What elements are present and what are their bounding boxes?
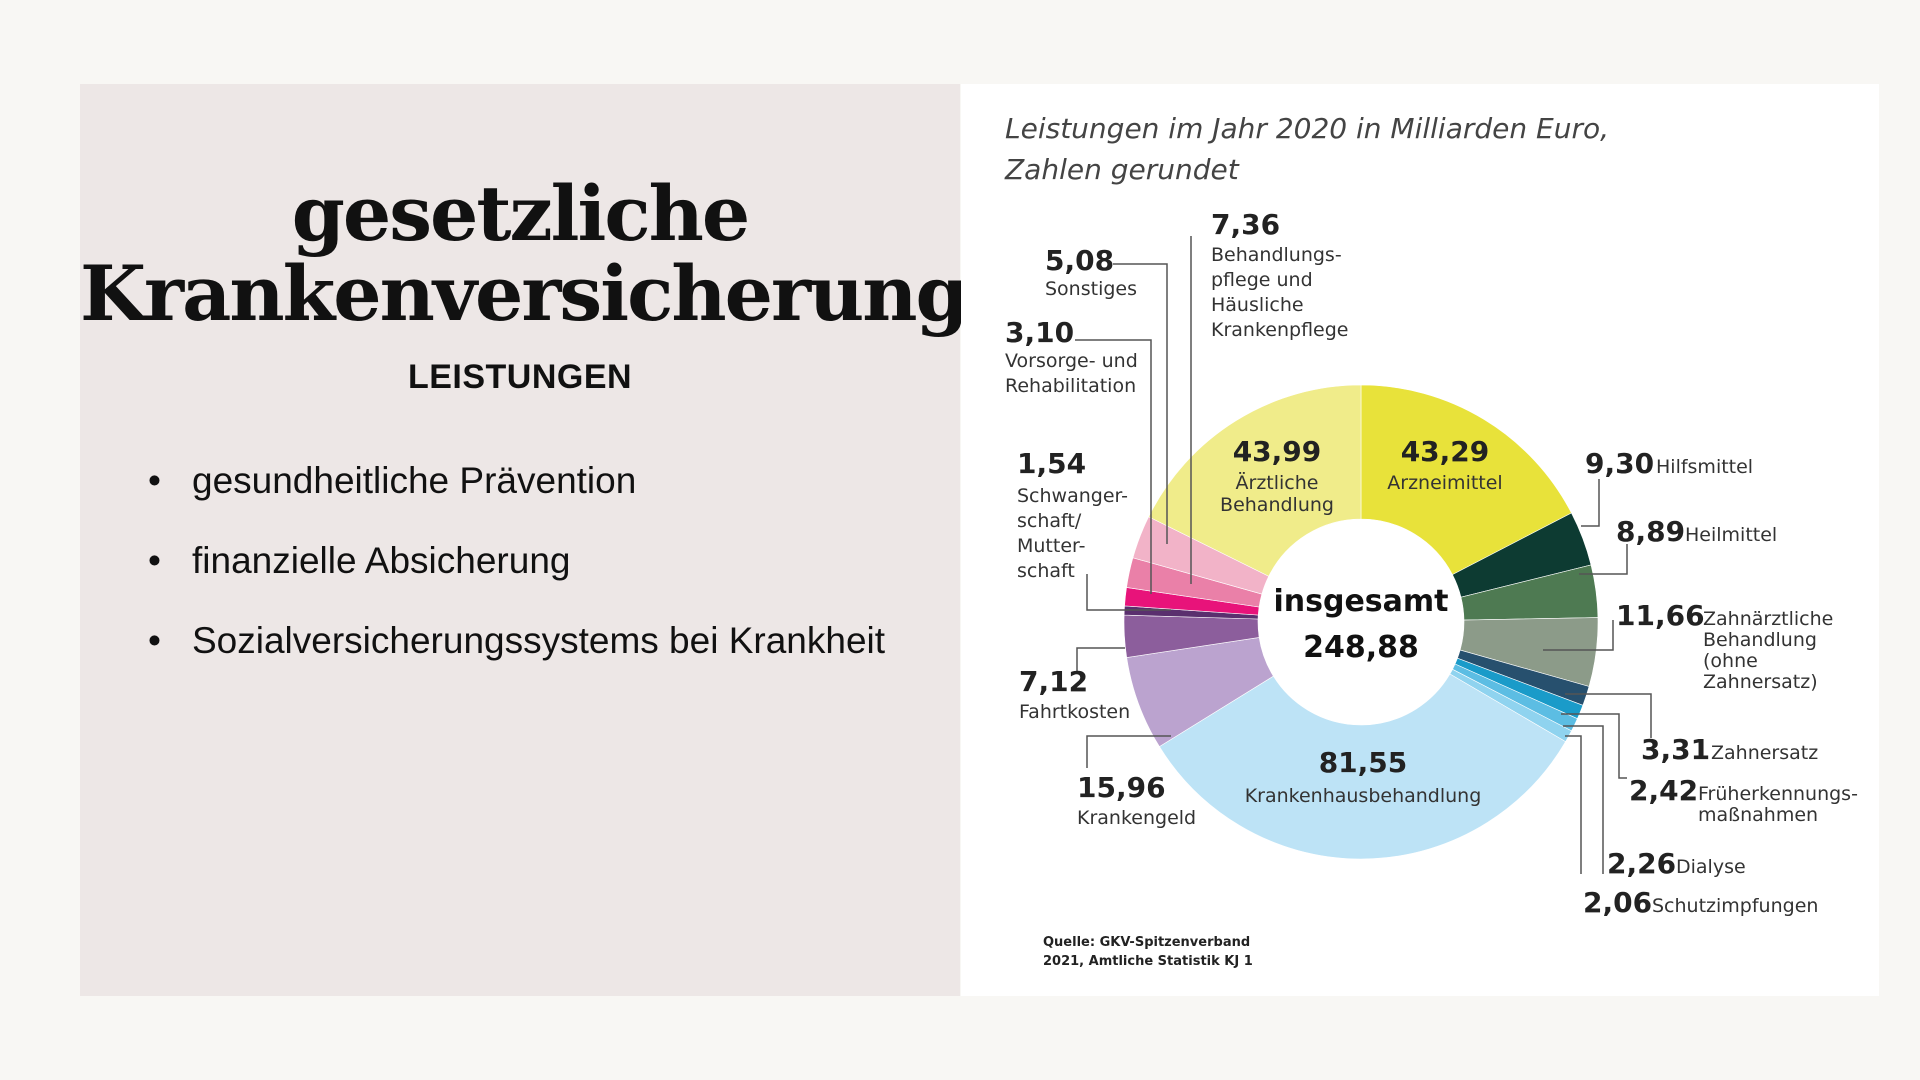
value-label-dialyse: 2,26 bbox=[1607, 847, 1676, 880]
center-total-label: insgesamt bbox=[1273, 584, 1448, 619]
name-label-zahnaerztlich-4: Zahnersatz) bbox=[1703, 671, 1818, 693]
chart-title-line2: Zahlen gerundet bbox=[1004, 153, 1240, 186]
left-panel: gesetzliche Krankenversicherung LEISTUNG… bbox=[80, 84, 969, 996]
name-label-zahnaerztlich-1: Zahnärztliche bbox=[1703, 608, 1833, 630]
donut-chart: Leistungen im Jahr 2020 in Milliarden Eu… bbox=[1004, 112, 1858, 969]
name-label-sonstiges: Sonstiges bbox=[1045, 278, 1137, 300]
name-label-krankenhaus: Krankenhausbehandlung bbox=[1245, 785, 1482, 807]
name-label-zahnersatz: Zahnersatz bbox=[1711, 742, 1818, 764]
leader-schwanger bbox=[1086, 574, 1171, 611]
slide-title-line1: gesetzliche bbox=[291, 169, 751, 258]
name-label-schwanger-4: schaft bbox=[1017, 560, 1075, 582]
name-label-fahrtkosten: Fahrtkosten bbox=[1019, 701, 1130, 723]
leader-zahnaerztlich bbox=[1543, 620, 1614, 651]
name-label-zahnaerztlich-2: Behandlung bbox=[1703, 629, 1817, 651]
name-label-behandlungspflege-4: Krankenpflege bbox=[1211, 319, 1348, 341]
name-label-vorsorge-1: Vorsorge- und bbox=[1005, 350, 1138, 372]
value-label-hilfsmittel: 9,30 bbox=[1585, 447, 1654, 480]
leader-dialyse bbox=[1563, 725, 1604, 874]
name-label-schutzimpfungen: Schutzimpfungen bbox=[1652, 895, 1818, 917]
name-label-vorsorge-2: Rehabilitation bbox=[1005, 375, 1136, 397]
donut-slices bbox=[1123, 384, 1599, 860]
bullet-item: finanzielle Absicherung bbox=[148, 542, 908, 581]
value-label-zahnersatz: 3,31 bbox=[1641, 733, 1710, 766]
value-label-krankenhaus: 81,55 bbox=[1319, 746, 1408, 779]
slide-title-line2: Krankenversicherung bbox=[80, 249, 969, 338]
value-label-vorsorge: 3,10 bbox=[1005, 316, 1074, 349]
name-label-behandlungspflege-1: Behandlungs- bbox=[1211, 244, 1342, 266]
leader-frueherkennung bbox=[1561, 713, 1627, 779]
donut-slice-8 bbox=[1158, 673, 1566, 860]
leader-zahnersatz bbox=[1565, 693, 1652, 738]
leader-krankengeld bbox=[1086, 735, 1171, 768]
leader-heilmittel bbox=[1579, 544, 1628, 575]
leader-vorsorge bbox=[1075, 339, 1152, 594]
name-label-aerztlich-2: Behandlung bbox=[1220, 494, 1334, 516]
center-total-value: 248,88 bbox=[1303, 630, 1419, 665]
name-label-behandlungspflege-2: pflege und bbox=[1211, 269, 1313, 291]
chart-title-line1: Leistungen im Jahr 2020 in Milliarden Eu… bbox=[1005, 112, 1609, 145]
name-label-behandlungspflege-3: Häusliche bbox=[1211, 294, 1304, 316]
leader-lines bbox=[1075, 236, 1652, 874]
source-line2: 2021, Amtliche Statistik KJ 1 bbox=[1043, 954, 1253, 969]
name-label-zahnaerztlich-3: (ohne bbox=[1703, 650, 1758, 672]
value-label-schwanger: 1,54 bbox=[1017, 447, 1086, 480]
value-label-frueherkennung: 2,42 bbox=[1629, 774, 1698, 807]
leader-hilfsmittel bbox=[1581, 479, 1600, 527]
name-label-schwanger-1: Schwanger- bbox=[1017, 485, 1128, 507]
bullet-item: gesundheitliche Prävention bbox=[148, 462, 908, 501]
value-label-zahnaerztlich: 11,66 bbox=[1616, 599, 1705, 632]
bullet-item: Sozialversicherungssystems bei Krankheit bbox=[148, 622, 908, 661]
value-label-behandlungspflege: 7,36 bbox=[1211, 208, 1280, 241]
name-label-aerztlich-1: Ärztliche bbox=[1236, 471, 1319, 494]
leader-sonstiges bbox=[1113, 263, 1168, 544]
name-label-frueherkennung-1: Früherkennungs- bbox=[1698, 783, 1858, 805]
name-label-arznei: Arzneimittel bbox=[1387, 472, 1502, 494]
name-label-krankengeld: Krankengeld bbox=[1077, 807, 1196, 829]
leader-fahrtkosten bbox=[1076, 647, 1125, 672]
name-label-schwanger-2: schaft/ bbox=[1017, 510, 1082, 532]
bullet-list: gesundheitliche Prävention finanzielle A… bbox=[148, 462, 908, 702]
name-label-dialyse: Dialyse bbox=[1676, 856, 1746, 878]
value-label-arznei: 43,29 bbox=[1401, 435, 1490, 468]
value-label-aerztlich: 43,99 bbox=[1233, 435, 1322, 468]
source-line1: Quelle: GKV-Spitzenverband bbox=[1043, 935, 1250, 950]
value-label-schutzimpfungen: 2,06 bbox=[1583, 886, 1652, 919]
name-label-heilmittel: Heilmittel bbox=[1685, 524, 1777, 546]
name-label-hilfsmittel: Hilfsmittel bbox=[1656, 456, 1753, 478]
leader-schutzimpfungen bbox=[1565, 735, 1582, 874]
donut-slice-0 bbox=[1360, 384, 1572, 576]
slide-title: gesetzliche Krankenversicherung bbox=[80, 169, 969, 338]
value-label-heilmittel: 8,89 bbox=[1616, 515, 1685, 548]
slide-subtitle: LEISTUNGEN bbox=[407, 358, 633, 396]
value-label-sonstiges: 5,08 bbox=[1045, 244, 1114, 277]
value-label-fahrtkosten: 7,12 bbox=[1019, 665, 1088, 698]
name-label-frueherkennung-2: maßnahmen bbox=[1698, 804, 1818, 826]
name-label-schwanger-3: Mutter- bbox=[1017, 535, 1085, 557]
value-label-krankengeld: 15,96 bbox=[1077, 771, 1166, 804]
